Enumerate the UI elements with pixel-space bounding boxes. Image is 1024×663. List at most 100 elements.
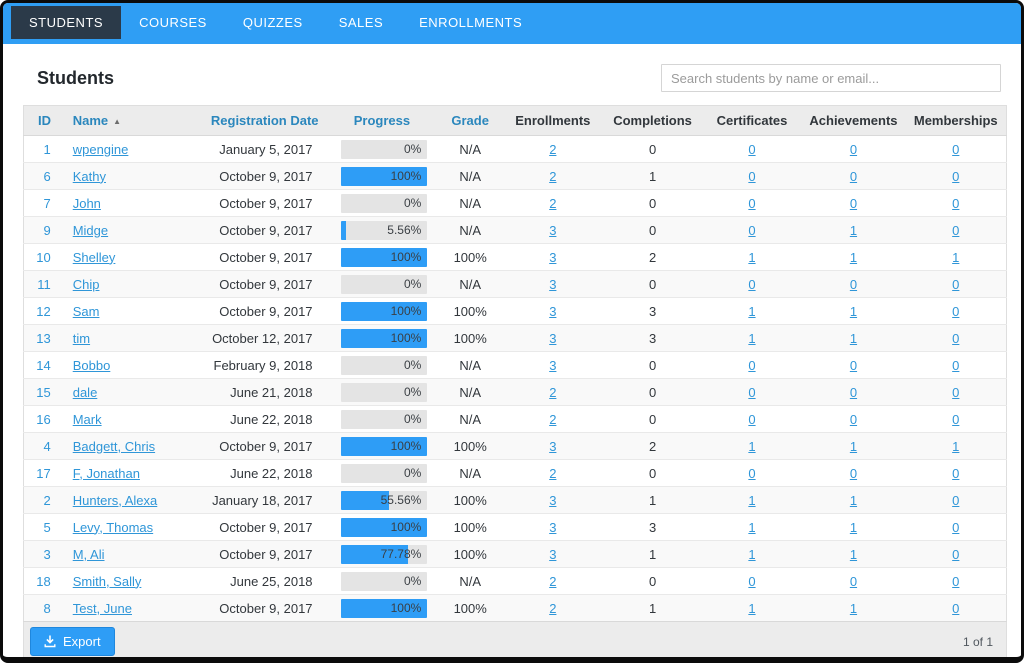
achievements-link[interactable]: 1 — [850, 547, 857, 562]
student-name-link[interactable]: Shelley — [73, 250, 116, 265]
enrollments-link[interactable]: 3 — [549, 304, 556, 319]
enrollments-link[interactable]: 3 — [549, 223, 556, 238]
memberships-link[interactable]: 0 — [952, 547, 959, 562]
achievements-link[interactable]: 1 — [850, 520, 857, 535]
enrollments-link[interactable]: 3 — [549, 547, 556, 562]
achievements-link[interactable]: 1 — [850, 439, 857, 454]
certificates-link[interactable]: 0 — [748, 466, 755, 481]
column-header-id[interactable]: ID — [24, 106, 65, 136]
student-name-link[interactable]: tim — [73, 331, 90, 346]
certificates-link[interactable]: 0 — [748, 385, 755, 400]
student-name-link[interactable]: Kathy — [73, 169, 106, 184]
enrollments-link[interactable]: 2 — [549, 466, 556, 481]
student-name-link[interactable]: Smith, Sally — [73, 574, 142, 589]
certificates-link[interactable]: 0 — [748, 223, 755, 238]
memberships-link[interactable]: 0 — [952, 169, 959, 184]
enrollments-link[interactable]: 3 — [549, 520, 556, 535]
memberships-link[interactable]: 0 — [952, 385, 959, 400]
achievements-link[interactable]: 1 — [850, 331, 857, 346]
search-input[interactable] — [661, 64, 1001, 92]
enrollments-link[interactable]: 2 — [549, 142, 556, 157]
memberships-link[interactable]: 1 — [952, 250, 959, 265]
memberships-link[interactable]: 0 — [952, 331, 959, 346]
student-name-link[interactable]: Mark — [73, 412, 102, 427]
achievements-link[interactable]: 1 — [850, 601, 857, 616]
enrollments-link[interactable]: 2 — [549, 601, 556, 616]
enrollments-link[interactable]: 2 — [549, 385, 556, 400]
student-name-link[interactable]: Hunters, Alexa — [73, 493, 158, 508]
achievements-link[interactable]: 0 — [850, 466, 857, 481]
memberships-link[interactable]: 1 — [952, 439, 959, 454]
enrollments-link[interactable]: 3 — [549, 331, 556, 346]
memberships-link[interactable]: 0 — [952, 574, 959, 589]
column-header-grade[interactable]: Grade — [437, 106, 503, 136]
memberships-link[interactable]: 0 — [952, 493, 959, 508]
achievements-link[interactable]: 0 — [850, 385, 857, 400]
memberships-link[interactable]: 0 — [952, 304, 959, 319]
student-name-link[interactable]: Badgett, Chris — [73, 439, 155, 454]
memberships-link[interactable]: 0 — [952, 520, 959, 535]
student-name-link[interactable]: F, Jonathan — [73, 466, 140, 481]
achievements-link[interactable]: 0 — [850, 574, 857, 589]
enrollments-link[interactable]: 3 — [549, 358, 556, 373]
certificates-link[interactable]: 0 — [748, 412, 755, 427]
memberships-link[interactable]: 0 — [952, 223, 959, 238]
achievements-link[interactable]: 0 — [850, 277, 857, 292]
achievements-link[interactable]: 0 — [850, 412, 857, 427]
enrollments-link[interactable]: 2 — [549, 196, 556, 211]
achievements-link[interactable]: 1 — [850, 493, 857, 508]
certificates-link[interactable]: 0 — [748, 142, 755, 157]
memberships-link[interactable]: 0 — [952, 277, 959, 292]
enrollments-link[interactable]: 2 — [549, 412, 556, 427]
student-name-link[interactable]: Midge — [73, 223, 108, 238]
memberships-link[interactable]: 0 — [952, 358, 959, 373]
tab-students[interactable]: STUDENTS — [11, 6, 121, 39]
certificates-link[interactable]: 1 — [748, 331, 755, 346]
certificates-link[interactable]: 1 — [748, 250, 755, 265]
memberships-link[interactable]: 0 — [952, 412, 959, 427]
memberships-link[interactable]: 0 — [952, 466, 959, 481]
student-name-link[interactable]: M, Ali — [73, 547, 105, 562]
memberships-link[interactable]: 0 — [952, 142, 959, 157]
enrollments-link[interactable]: 3 — [549, 439, 556, 454]
tab-sales[interactable]: SALES — [321, 6, 401, 39]
certificates-link[interactable]: 0 — [748, 358, 755, 373]
achievements-link[interactable]: 0 — [850, 169, 857, 184]
enrollments-link[interactable]: 2 — [549, 574, 556, 589]
certificates-link[interactable]: 0 — [748, 277, 755, 292]
certificates-link[interactable]: 1 — [748, 601, 755, 616]
enrollments-link[interactable]: 3 — [549, 493, 556, 508]
tab-quizzes[interactable]: QUIZZES — [225, 6, 321, 39]
enrollments-link[interactable]: 2 — [549, 169, 556, 184]
memberships-link[interactable]: 0 — [952, 196, 959, 211]
export-button[interactable]: Export — [30, 627, 115, 656]
achievements-link[interactable]: 0 — [850, 358, 857, 373]
tab-enrollments[interactable]: ENROLLMENTS — [401, 6, 540, 39]
certificates-link[interactable]: 0 — [748, 574, 755, 589]
certificates-link[interactable]: 1 — [748, 439, 755, 454]
student-name-link[interactable]: Chip — [73, 277, 100, 292]
student-name-link[interactable]: Test, June — [73, 601, 132, 616]
achievements-link[interactable]: 1 — [850, 223, 857, 238]
certificates-link[interactable]: 1 — [748, 493, 755, 508]
column-header-name[interactable]: Name▲ — [65, 106, 203, 136]
enrollments-link[interactable]: 3 — [549, 250, 556, 265]
achievements-link[interactable]: 1 — [850, 304, 857, 319]
achievements-link[interactable]: 0 — [850, 142, 857, 157]
achievements-link[interactable]: 0 — [850, 196, 857, 211]
student-name-link[interactable]: Bobbo — [73, 358, 111, 373]
certificates-link[interactable]: 1 — [748, 304, 755, 319]
enrollments-link[interactable]: 3 — [549, 277, 556, 292]
certificates-link[interactable]: 1 — [748, 520, 755, 535]
certificates-link[interactable]: 0 — [748, 196, 755, 211]
student-name-link[interactable]: John — [73, 196, 101, 211]
column-header-registration-date[interactable]: Registration Date — [203, 106, 327, 136]
certificates-link[interactable]: 0 — [748, 169, 755, 184]
student-name-link[interactable]: Sam — [73, 304, 100, 319]
certificates-link[interactable]: 1 — [748, 547, 755, 562]
memberships-link[interactable]: 0 — [952, 601, 959, 616]
student-name-link[interactable]: dale — [73, 385, 98, 400]
student-name-link[interactable]: wpengine — [73, 142, 129, 157]
achievements-link[interactable]: 1 — [850, 250, 857, 265]
column-header-progress[interactable]: Progress — [327, 106, 438, 136]
